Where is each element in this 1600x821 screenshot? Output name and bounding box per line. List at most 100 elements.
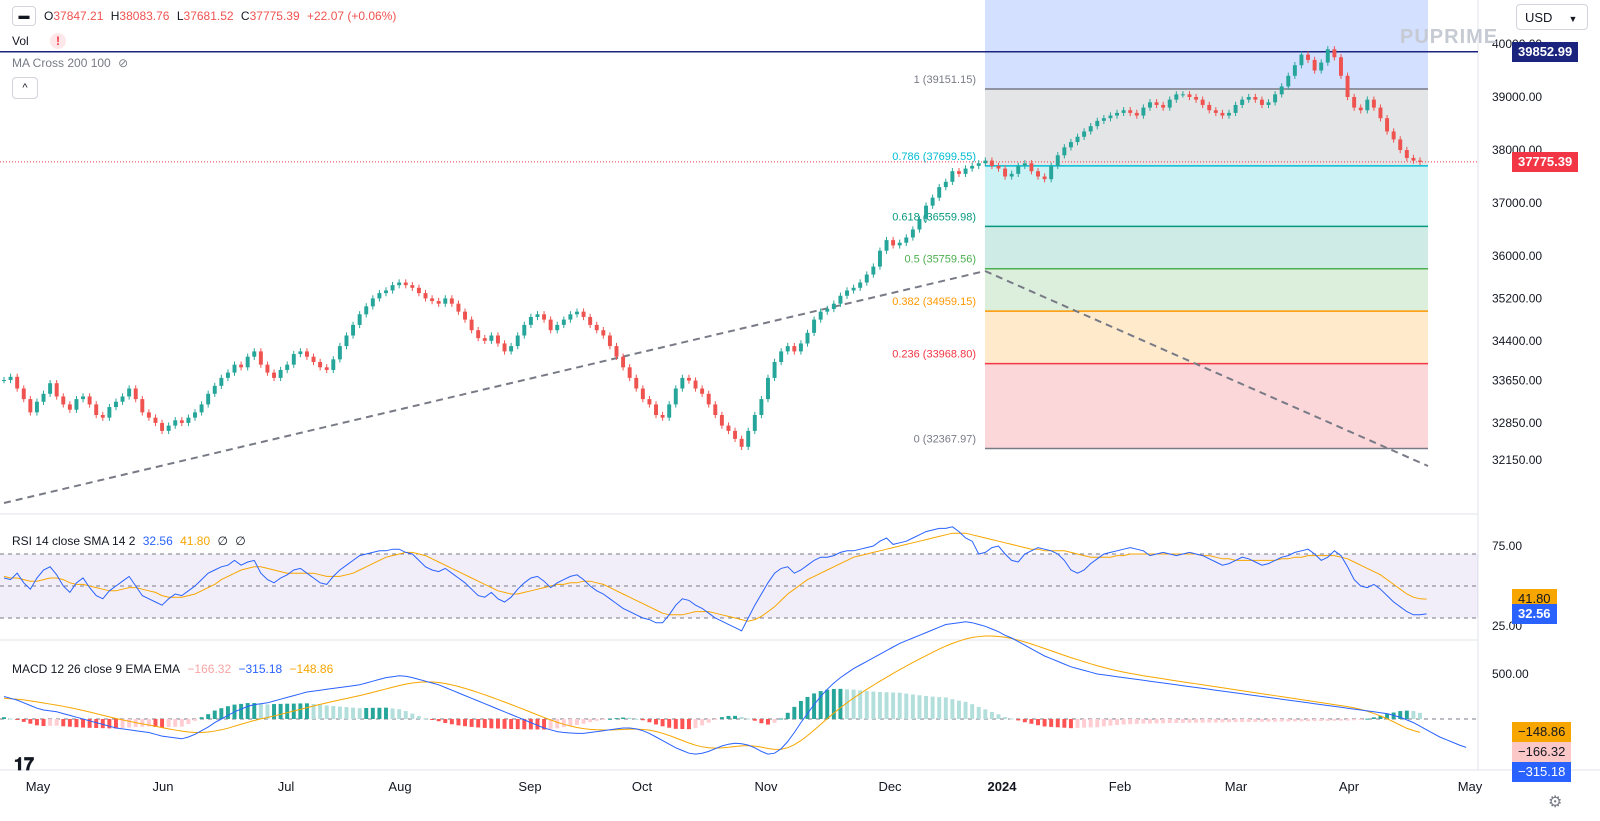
macd-histogram-bar	[733, 715, 738, 719]
macd-histogram-bar	[1134, 719, 1139, 724]
macd-histogram-bar	[1200, 719, 1205, 723]
macd-histogram-bar	[1016, 719, 1021, 721]
candle-body	[1036, 171, 1040, 177]
macd-histogram-bar	[660, 719, 665, 727]
macd-histogram-bar	[1068, 719, 1073, 729]
candle-body	[607, 335, 612, 347]
candle-body	[495, 335, 500, 344]
macd-histogram-bar	[1378, 715, 1383, 719]
candle-body	[1371, 99, 1376, 108]
candle-body	[1266, 102, 1271, 105]
candle-body	[403, 282, 408, 286]
fib-level-label: 0.5 (35759.56)	[904, 254, 976, 266]
tradingview-logo-icon[interactable]: 𝟏𝟕	[14, 754, 35, 774]
fib-level-label: 1 (39151.15)	[914, 74, 976, 86]
macd-histogram-bar	[351, 707, 356, 719]
macd-histogram-bar	[1365, 718, 1370, 720]
macd-histogram-bar	[1299, 719, 1304, 722]
time-axis-tick: May	[26, 779, 51, 794]
candle-body	[548, 319, 553, 331]
macd-histogram-bar	[239, 703, 244, 719]
macd-histogram-bar	[970, 704, 975, 719]
candle-body	[634, 377, 639, 389]
macd-histogram-bar	[1082, 719, 1087, 728]
fib-zone	[985, 226, 1428, 269]
macd-histogram-bar	[495, 719, 500, 729]
macd-histogram-bar	[871, 691, 876, 719]
ma-cross-legend[interactable]: MA Cross 200 100 ⊘	[12, 56, 132, 70]
collapse-legend-button[interactable]: ▬	[12, 6, 36, 26]
candle-body	[1233, 104, 1238, 113]
vol-legend[interactable]: Vol !	[12, 33, 70, 49]
macd-histogram-bar	[766, 719, 770, 725]
candle-body	[640, 388, 645, 400]
macd-histogram-bar	[285, 703, 290, 719]
candle-body	[851, 287, 856, 291]
macd-histogram-bar	[1418, 712, 1422, 719]
macd-histogram-bar	[996, 714, 1001, 719]
macd-histogram-bar	[1042, 719, 1047, 727]
macd-histogram-bar	[989, 711, 994, 719]
fib-zone	[985, 165, 1428, 227]
macd-histogram-bar	[746, 718, 751, 720]
macd-histogram-bar	[509, 719, 514, 729]
price-axis-tick: 35200.00	[1492, 291, 1542, 305]
currency-selector[interactable]: USD ▼	[1516, 4, 1588, 30]
warning-icon[interactable]: !	[50, 33, 67, 49]
macd-histogram-bar	[831, 688, 836, 719]
macd-histogram-bar	[1220, 719, 1225, 723]
candle-body	[588, 316, 593, 325]
candle-body	[726, 425, 731, 431]
macd-histogram-bar	[127, 719, 132, 728]
macd-histogram-bar	[67, 719, 72, 727]
candle-body	[581, 311, 586, 317]
candle-body	[706, 393, 711, 405]
macd-histogram-bar	[706, 719, 711, 723]
candle-body	[1003, 168, 1008, 177]
candle-body	[1062, 147, 1067, 156]
fib-zone	[985, 88, 1428, 166]
candle-body	[113, 401, 118, 408]
candle-body	[812, 319, 817, 333]
candle-body	[1108, 115, 1113, 119]
eye-hidden-icon[interactable]: ⊘	[118, 56, 129, 70]
macd-histogram-bar	[634, 718, 639, 720]
candle-body	[621, 356, 626, 368]
candle-body	[298, 351, 303, 355]
macd-histogram-bar	[1227, 719, 1231, 723]
macd-histogram-bar	[489, 719, 494, 729]
macd-histogram-bar	[752, 719, 757, 721]
macd-histogram-bar	[436, 719, 441, 722]
rsi-axis-tick: 75.00	[1492, 539, 1522, 553]
macd-histogram-bar	[904, 693, 909, 719]
macd-histogram-bar	[41, 719, 46, 727]
macd-histogram-bar	[1128, 719, 1133, 725]
macd-histogram-bar	[910, 694, 915, 719]
candle-body	[232, 364, 237, 373]
macd-histogram-bar	[100, 719, 105, 729]
macd-histogram-bar	[173, 719, 178, 727]
candle-body	[265, 364, 270, 373]
candle-body	[555, 324, 560, 331]
rsi-axis-label: 32.56	[1512, 603, 1557, 624]
fib-zone	[985, 268, 1428, 312]
macd-histogram-bar	[568, 719, 573, 726]
candle-body	[28, 399, 33, 413]
macd-histogram-bar	[456, 719, 461, 726]
price-axis-tick: 37000.00	[1492, 196, 1542, 210]
candle-body	[654, 404, 658, 415]
candle-body	[1299, 54, 1304, 66]
collapse-indicators-button[interactable]: ^	[12, 77, 38, 99]
candle-body	[410, 285, 415, 288]
candle-body	[357, 314, 362, 325]
candle-body	[818, 311, 823, 320]
candle-body	[1325, 49, 1330, 63]
candle-body	[1319, 62, 1324, 71]
candle-body	[1016, 165, 1021, 174]
ohlc-legend: O37847.21 H38083.76 L37681.52 C37775.39 …	[44, 9, 400, 23]
macd-histogram-bar	[805, 696, 810, 719]
macd-histogram-bar	[21, 719, 26, 722]
settings-gear-icon[interactable]: ⚙	[1548, 794, 1563, 811]
macd-histogram-bar	[607, 718, 612, 720]
